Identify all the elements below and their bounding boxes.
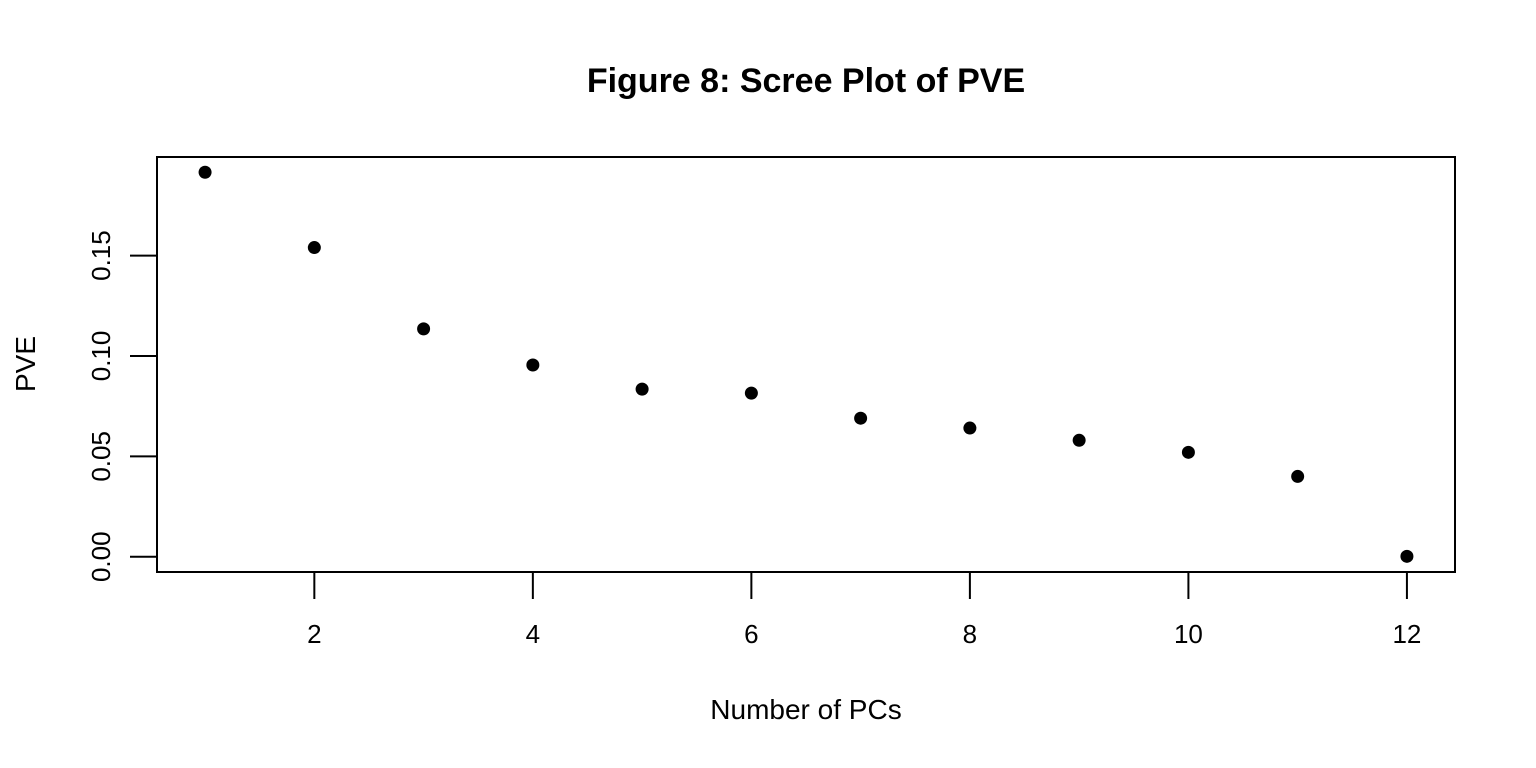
x-tick-label: 8 <box>963 619 977 649</box>
data-point <box>417 322 431 336</box>
data-point <box>635 382 649 396</box>
chart-title: Figure 8: Scree Plot of PVE <box>587 62 1025 100</box>
data-point <box>1400 549 1414 563</box>
x-tick-label: 12 <box>1392 619 1421 649</box>
x-tick-label: 4 <box>526 619 540 649</box>
data-point <box>963 421 977 435</box>
data-point <box>1181 445 1195 459</box>
x-axis: 2 4 6 8 10 12 <box>307 571 1421 649</box>
data-points <box>198 165 1414 563</box>
data-point <box>526 358 540 372</box>
y-axis: 0.00 0.05 0.10 0.15 <box>86 230 158 582</box>
data-point <box>198 165 212 179</box>
x-tick-label: 10 <box>1174 619 1203 649</box>
y-axis-label: PVE <box>10 336 41 392</box>
y-tick-label: 0.10 <box>86 331 116 382</box>
data-point <box>1291 469 1305 483</box>
x-axis-label: Number of PCs <box>710 694 901 725</box>
y-tick-label: 0.05 <box>86 431 116 482</box>
x-tick-label: 6 <box>744 619 758 649</box>
y-tick-label: 0.00 <box>86 531 116 582</box>
data-point <box>1072 433 1086 447</box>
data-point <box>744 386 758 400</box>
plot-frame <box>156 156 1456 573</box>
y-tick-label: 0.15 <box>86 230 116 281</box>
x-tick-label: 2 <box>307 619 321 649</box>
data-point <box>854 411 868 425</box>
data-point <box>307 241 321 255</box>
